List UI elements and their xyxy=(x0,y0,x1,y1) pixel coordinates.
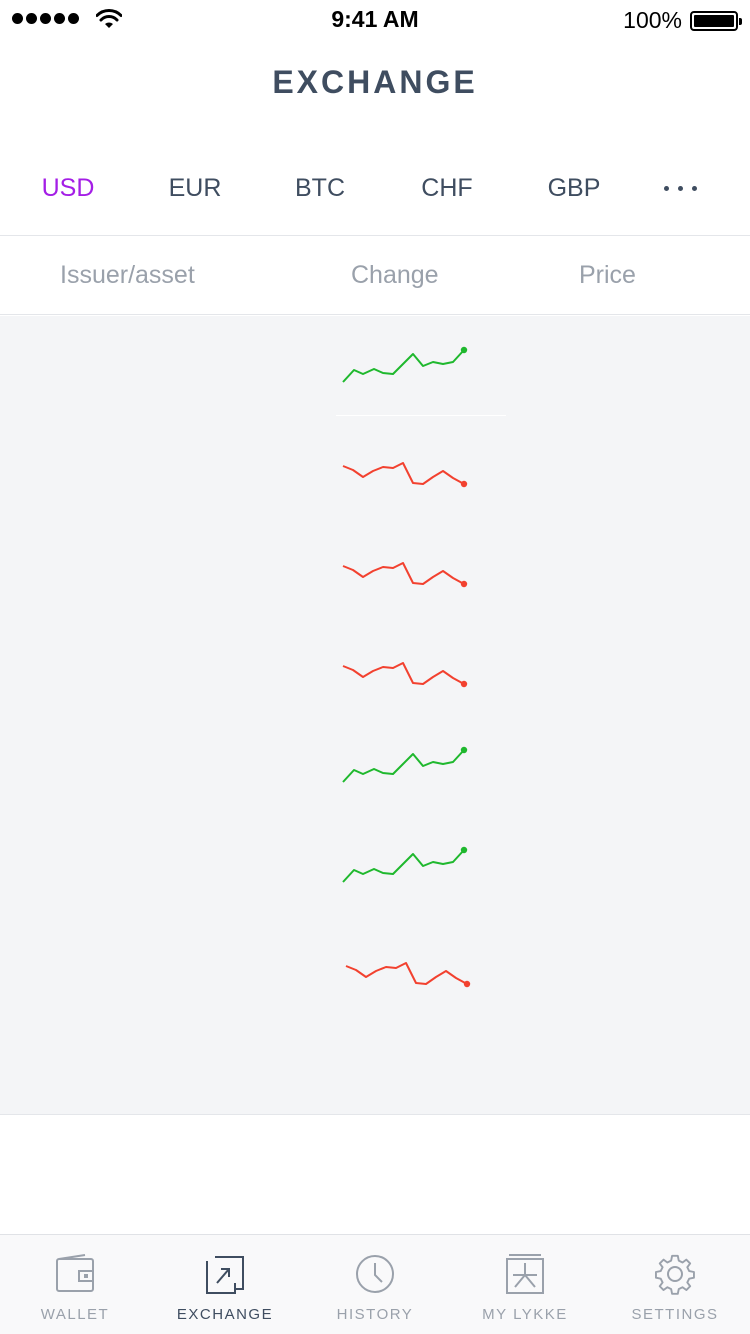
tab-gbp[interactable]: GBP xyxy=(547,174,601,202)
sparkline-path xyxy=(342,462,465,485)
sparkline-endpoint xyxy=(460,480,468,488)
sparkline-path xyxy=(342,349,465,383)
change-sparkline xyxy=(342,346,468,383)
tab-chf[interactable]: CHF xyxy=(421,174,473,202)
lykke-icon xyxy=(506,1254,544,1294)
asset-list xyxy=(0,316,750,1115)
tab-bar: WALLET EXCHANGE HISTORY MY LYKKE SETTING… xyxy=(0,1234,750,1334)
tab-bar-exchange[interactable]: EXCHANGE xyxy=(150,1235,300,1334)
sparkline-path xyxy=(342,749,465,783)
sparkline-endpoint xyxy=(460,346,468,354)
sparkline-path xyxy=(345,962,468,985)
list-item[interactable] xyxy=(0,316,750,416)
tab-bar-settings[interactable]: SETTINGS xyxy=(600,1235,750,1334)
page-title: EXCHANGE xyxy=(272,64,478,100)
column-price[interactable]: Price xyxy=(579,261,636,289)
tab-eur[interactable]: EUR xyxy=(168,174,222,202)
tab-btc[interactable]: BTC xyxy=(295,174,345,202)
sparkline-endpoint xyxy=(463,980,471,988)
change-sparkline xyxy=(342,662,468,688)
sparkline-endpoint xyxy=(460,580,468,588)
list-item[interactable] xyxy=(0,716,750,816)
change-sparkline xyxy=(342,462,468,488)
battery-icon xyxy=(690,11,742,31)
signal-strength-icon xyxy=(12,13,79,24)
sparkline-endpoint xyxy=(460,846,468,854)
tab-bar-history[interactable]: HISTORY xyxy=(300,1235,450,1334)
sparkline-path xyxy=(342,662,465,685)
sparkline-path xyxy=(342,849,465,883)
tab-bar-label: HISTORY xyxy=(336,1306,414,1323)
wallet-icon xyxy=(56,1254,94,1292)
change-sparkline xyxy=(345,962,471,988)
status-bar: 9:41 AM 100% xyxy=(0,0,750,40)
wifi-icon xyxy=(96,9,122,28)
status-time: 9:41 AM xyxy=(331,6,419,32)
list-item[interactable] xyxy=(0,816,750,916)
sparkline-path xyxy=(342,562,465,585)
more-dots-icon[interactable] xyxy=(664,186,697,191)
list-item[interactable] xyxy=(0,916,750,1016)
tab-bar-label: MY LYKKE xyxy=(482,1306,568,1323)
row-divider xyxy=(336,415,506,416)
list-item[interactable] xyxy=(0,416,750,516)
column-header: Issuer/asset Change Price xyxy=(0,237,750,315)
tab-bar-label: EXCHANGE xyxy=(176,1306,274,1323)
list-item[interactable] xyxy=(0,616,750,716)
list-item[interactable] xyxy=(0,516,750,616)
clock-icon xyxy=(356,1255,394,1293)
change-sparkline xyxy=(342,562,468,588)
column-change[interactable]: Change xyxy=(351,261,439,289)
tab-usd[interactable]: USD xyxy=(41,174,95,202)
change-sparkline xyxy=(342,746,468,783)
currency-tabs: USD EUR BTC CHF GBP xyxy=(0,160,750,236)
gear-icon xyxy=(655,1254,695,1295)
column-issuer[interactable]: Issuer/asset xyxy=(60,261,195,289)
tab-bar-label: WALLET xyxy=(40,1306,110,1323)
change-sparkline xyxy=(342,846,468,883)
battery-percentage: 100% xyxy=(623,7,682,33)
tab-bar-wallet[interactable]: WALLET xyxy=(0,1235,150,1334)
sparkline-endpoint xyxy=(460,746,468,754)
sparkline-endpoint xyxy=(460,680,468,688)
exchange-icon xyxy=(206,1256,244,1294)
tab-bar-my-lykke[interactable]: MY LYKKE xyxy=(450,1235,600,1334)
tab-bar-label: SETTINGS xyxy=(631,1306,719,1323)
